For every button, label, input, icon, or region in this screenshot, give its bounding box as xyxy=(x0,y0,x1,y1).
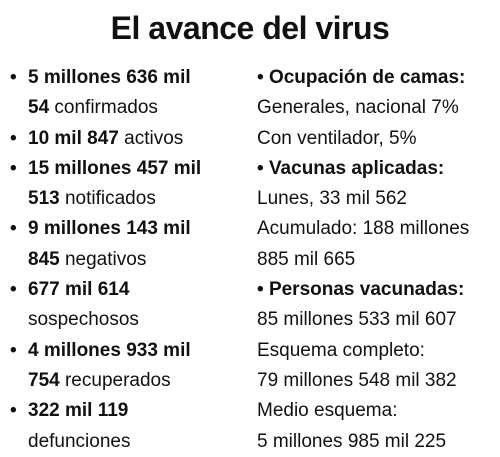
title: El avance del virus xyxy=(110,10,390,46)
stat-line: 513 notificados xyxy=(8,184,253,214)
section-line: 79 millones 548 mil 382 xyxy=(257,369,457,391)
stat-label: confirmados xyxy=(54,97,158,119)
section-line: Esquema completo: xyxy=(257,339,425,361)
stat-line: 5 millones 636 mil xyxy=(8,63,253,94)
section-heading: Ocupación de camas: xyxy=(257,63,500,93)
stat-number: 677 mil 614 xyxy=(28,279,130,301)
stat-line: 677 mil 614 xyxy=(8,275,253,306)
section-heading: Personas vacunadas: xyxy=(257,275,500,305)
section-line: 5 millones 985 mil 225 xyxy=(257,430,447,452)
stat-label: defunciones xyxy=(28,430,131,452)
stat-number: 9 millones 143 mil xyxy=(28,218,191,240)
stat-label: activos xyxy=(124,127,184,149)
stat-number: 845 xyxy=(28,248,60,270)
stat-line: 845 negativos xyxy=(8,245,253,275)
stat-number: 4 millones 933 mil xyxy=(28,339,191,361)
stat-number: 5 millones 636 mil xyxy=(28,67,191,88)
stat-line: 54 confirmados xyxy=(8,93,253,123)
section-heading: Vacunas aplicadas: xyxy=(257,154,500,184)
stat-line: 754 recuperados xyxy=(8,366,253,396)
section-line: Medio esquema: xyxy=(257,400,398,422)
section-line: Lunes, 33 mil 562 xyxy=(257,188,407,210)
stat-line: 9 millones 143 mil xyxy=(8,214,253,245)
section-line: 885 mil 665 xyxy=(257,248,356,270)
section-line: Con ventilador, 5% xyxy=(257,127,417,149)
section-line: 85 millones 533 mil 607 xyxy=(257,309,457,331)
stat-label: recuperados xyxy=(64,369,171,391)
stat-number: 10 mil 847 xyxy=(28,127,119,149)
stat-line: 10 mil 847 activos xyxy=(8,124,253,155)
stat-number: 15 millones 457 mil xyxy=(28,157,202,179)
stat-line: 322 mil 119 xyxy=(8,396,253,427)
stat-number: 322 mil 119 xyxy=(28,400,129,422)
section-line: Generales, nacional 7% xyxy=(257,97,459,119)
stat-label: negativos xyxy=(64,248,147,270)
stat-label: notificados xyxy=(64,188,156,210)
stat-line: 15 millones 457 mil xyxy=(8,154,253,185)
stat-number: 754 xyxy=(28,369,60,391)
stat-label: sospechosos xyxy=(28,309,139,331)
section-line: Acumulado: 188 millones xyxy=(257,218,470,240)
stat-number: 54 xyxy=(28,97,50,119)
right-column: Ocupación de camas: Generales, nacional 7… xyxy=(257,63,500,457)
stat-line: defunciones xyxy=(8,427,253,457)
stat-line: sospechosos xyxy=(8,305,253,335)
stat-number: 513 xyxy=(28,188,60,210)
stat-line: 4 millones 933 mil xyxy=(8,336,253,367)
